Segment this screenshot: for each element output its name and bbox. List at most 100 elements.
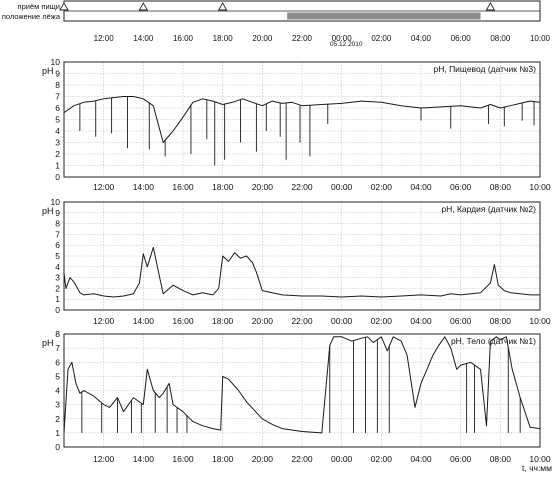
plot-frame [63,201,541,311]
lying-period-bar [287,12,481,20]
x-tick-label: 16:00 [172,182,194,192]
x-tick-label: 12:00 [93,454,115,464]
y-tick-label: 8 [55,219,60,229]
y-tick-label: 6 [55,240,60,250]
chart-title: рН, Тело (датчик №1) [451,336,536,346]
x-tick-label: 14:00 [133,182,155,192]
y-tick-label: 10 [51,197,61,207]
x-tick-label: 02:00 [371,316,393,326]
y-tick-label: 8 [55,329,60,339]
lying-row-label: положение лёжа [2,12,61,21]
y-tick-label: 1 [55,428,60,438]
y-tick-label: 6 [55,103,60,113]
x-tick-label: 08:00 [490,454,512,464]
y-tick-label: 4 [55,386,60,396]
time-axis-label: t, чч:мм [522,463,552,473]
y-tick-label: 1 [55,161,60,171]
x-tick-label: 18:00 [212,182,234,192]
x-tick-label: 10:00 [529,182,551,192]
event-tick-label: 06:00 [451,34,472,43]
x-tick-label: 08:00 [490,316,512,326]
event-tick-label: 16:00 [173,34,194,43]
event-tick-label: 08:00 [490,34,511,43]
event-strip-x-ticks: 12:00 14:00 16:00 18:00 20:00 22:00 00:00 02:00… [94,34,551,43]
x-tick-label: 02:00 [371,182,393,192]
y-tick-label: 7 [55,343,60,353]
x-tick-label: 00:00 [331,454,353,464]
plot-frame [63,61,541,178]
x-tick-label: 00:00 [331,316,353,326]
x-tick-label: 14:00 [133,454,155,464]
series-line-0 [63,246,540,298]
y-tick-label: 9 [55,69,60,79]
event-tick-label: 10:00 [530,34,551,43]
series-line-0 [63,336,541,434]
y-tick-label: 5 [55,115,60,125]
x-tick-label: 04:00 [410,316,432,326]
meal-marker-1 [138,2,149,11]
meal-row-label: приём пищи [18,2,60,11]
event-tick-label: 20:00 [252,34,273,43]
y-tick-label: 3 [55,273,60,283]
x-tick-label: 06:00 [450,316,472,326]
y-tick-label: 3 [55,400,60,410]
x-tick-label: 04:00 [410,454,432,464]
x-tick-label: 20:00 [252,182,274,192]
x-tick-label: 18:00 [212,454,234,464]
y-tick-label: 6 [55,357,60,367]
x-tick-label: 10:00 [529,454,551,464]
x-tick-label: 00:00 [331,182,353,192]
event-tick-label: 02:00 [371,34,392,43]
y-tick-label: 2 [55,149,60,159]
y-tick-label: 7 [55,92,60,102]
x-tick-label: 18:00 [212,316,234,326]
meal-marker-0 [59,2,69,11]
x-tick-label: 22:00 [291,182,313,192]
x-tick-label: 16:00 [172,316,194,326]
x-tick-label: 02:00 [371,454,393,464]
plot-frame [63,333,541,448]
meal-markers [59,2,496,11]
y-tick-label: 4 [55,126,60,136]
x-tick-label: 20:00 [252,316,274,326]
y-tick-label: 10 [51,57,61,67]
event-tick-label: 00:00 [332,34,353,43]
series-line-0 [63,96,541,143]
y-tick-label: 0 [55,305,60,315]
event-tick-label: 12:00 [94,34,115,43]
x-tick-label: 08:00 [490,182,512,192]
x-tick-label: 20:00 [252,454,274,464]
event-tick-label: 04:00 [411,34,432,43]
chart-body: 0 1 2 3 4 5 6 7 8pH 12:00 14:00 16:00 18:00 20:00 22:0… [42,329,551,464]
x-tick-label: 06:00 [450,454,472,464]
y-axis-label: pH [42,206,54,216]
y-tick-label: 5 [55,251,60,261]
x-tick-label: 22:00 [291,316,313,326]
y-tick-label: 4 [55,262,60,272]
event-tick-label: 18:00 [213,34,234,43]
meal-marker-3 [485,2,496,11]
y-tick-label: 0 [55,172,60,182]
y-tick-label: 0 [55,442,60,452]
y-axis-label: pH [42,66,54,76]
y-tick-label: 2 [55,283,60,293]
y-axis-label: pH [42,338,54,348]
x-tick-label: 12:00 [93,182,115,192]
chart-title: рН, Кардия (датчик №2) [441,204,536,214]
y-tick-label: 3 [55,138,60,148]
y-tick-label: 2 [55,414,60,424]
y-tick-label: 9 [55,208,60,218]
event-strip: приём пищи положение лёжа 12:00 14:00 16:0… [2,0,551,43]
x-tick-label: 10:00 [529,316,551,326]
event-tick-label: 22:00 [292,34,313,43]
x-tick-label: 12:00 [93,316,115,326]
y-tick-label: 7 [55,229,60,239]
x-tick-label: 14:00 [133,316,155,326]
x-tick-label: 06:00 [450,182,472,192]
event-tick-label: 14:00 [133,34,154,43]
gridlines [64,61,541,178]
date-stamp: 05.12.2010 [330,41,363,48]
